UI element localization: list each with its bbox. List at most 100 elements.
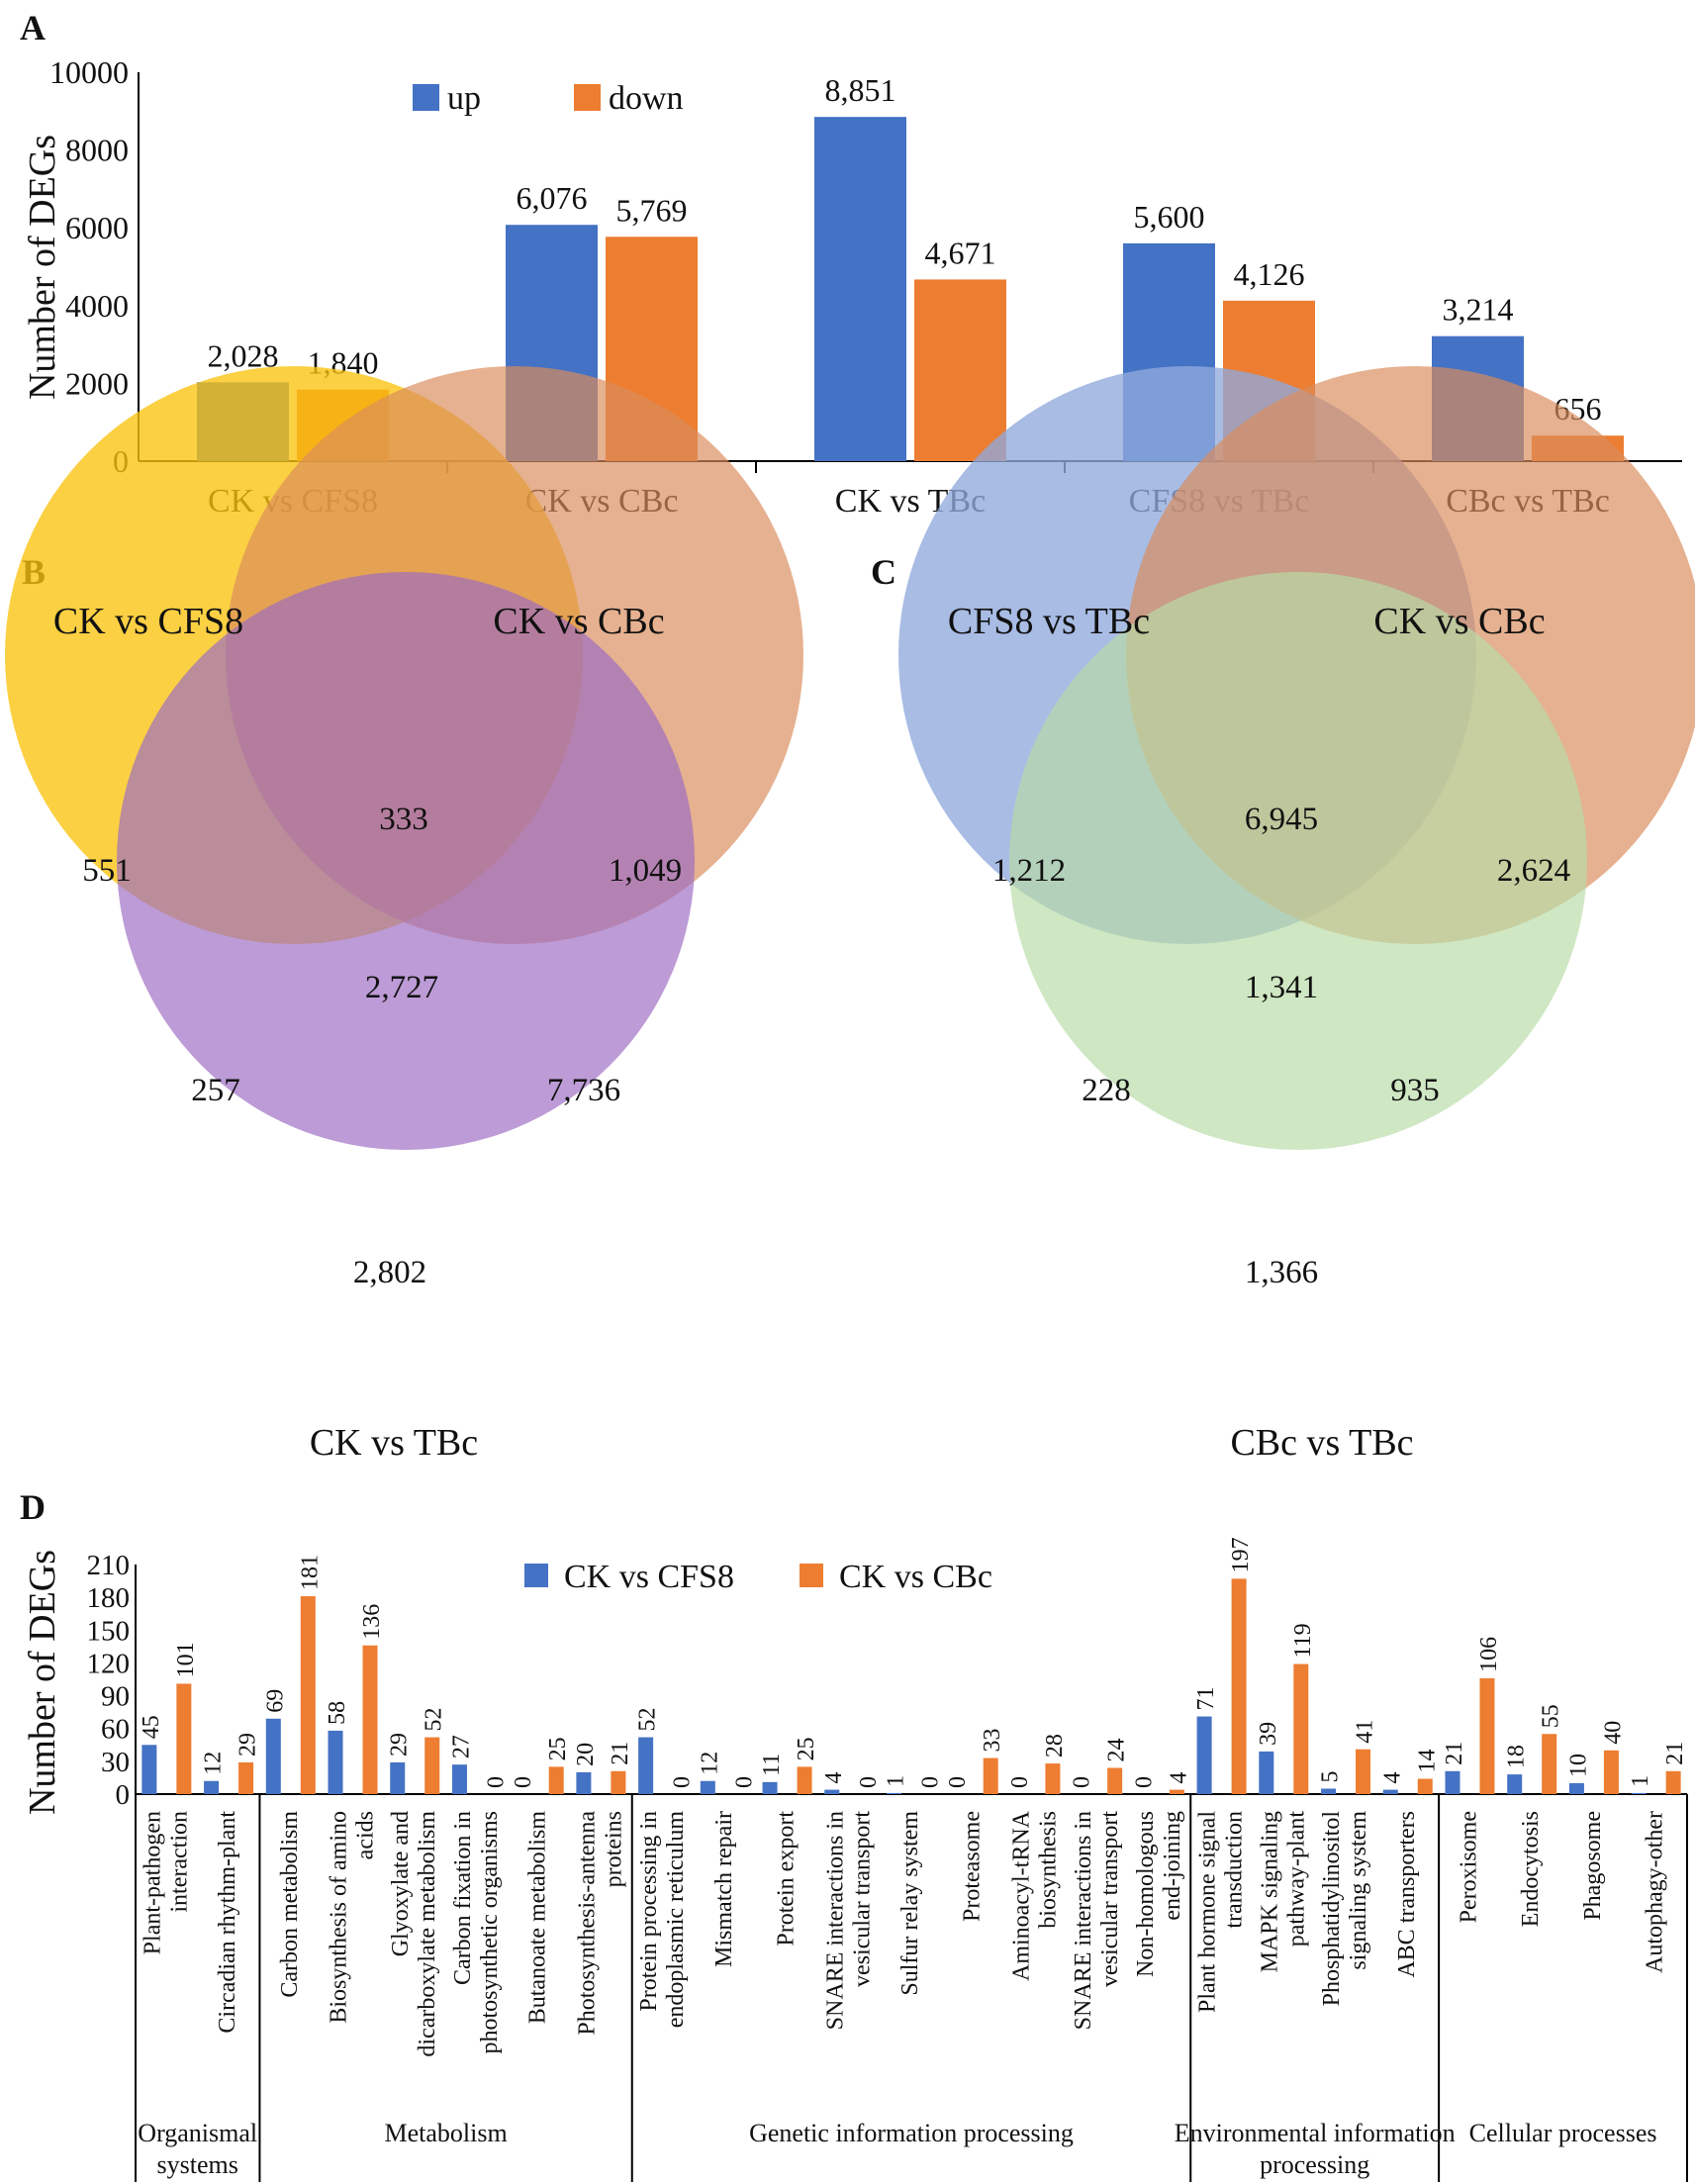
bar-ck-vs-cfs8	[265, 1718, 281, 1794]
bar-value-label: 197	[1228, 1537, 1254, 1572]
x-category-label-line: proteins	[601, 1811, 626, 1887]
bar-value-label: 45	[139, 1715, 164, 1739]
bar-ck-vs-cfs8	[638, 1737, 654, 1794]
bar-value-label: 4	[1379, 1772, 1405, 1784]
bar-value-label: 11	[759, 1754, 785, 1776]
bar-value-label: 0	[483, 1776, 509, 1788]
x-category-label: Circadian rhythm-plant	[215, 1811, 240, 2034]
y-tick-label: 4000	[65, 288, 129, 324]
legend-swatch-ck-vs-cfs8	[524, 1564, 548, 1587]
legend-label-up: up	[447, 80, 481, 117]
x-category-label-line: Butanoate metabolism	[525, 1811, 551, 2025]
x-category-label: MAPK signalingpathway-plant	[1257, 1811, 1309, 1973]
group-label: Organismal systems	[138, 2119, 257, 2179]
bar-ck-vs-cfs8	[390, 1761, 406, 1794]
venn-region-count: 1,366	[1245, 1255, 1318, 1290]
legend-label-ck-vs-cbc: CK vs CBc	[839, 1559, 992, 1595]
x-category-label: Carbon metabolism	[277, 1811, 303, 1998]
bar-value-label: 21	[1442, 1742, 1467, 1765]
bar-value-label: 5	[1318, 1770, 1344, 1782]
y-tick-label: 8000	[65, 133, 129, 168]
bar-ck-vs-cfs8	[451, 1764, 467, 1794]
x-category-label-line: Carbon metabolism	[277, 1811, 303, 1998]
bar-ck-vs-cfs8	[1382, 1789, 1398, 1794]
bar-value-label: 25	[545, 1737, 571, 1760]
venn-region-count: 551	[82, 853, 132, 889]
x-category-label-line: Endocytosis	[1518, 1811, 1544, 1927]
bar-ck-vs-cfs8	[887, 1792, 901, 1794]
x-category-label-line: Photosynthesis-antenna	[574, 1811, 600, 2036]
y-tick-label: 210	[87, 1550, 131, 1581]
bar-ck-vs-cfs8	[576, 1771, 592, 1794]
bar-ck-vs-cfs8	[762, 1781, 778, 1794]
x-category-label-line: Protein processing in	[636, 1811, 662, 2012]
x-category-label-line: Protein export	[774, 1811, 800, 1947]
x-category-label: Sulfur relay system	[897, 1811, 923, 1996]
group-label-line: Cellular processes	[1469, 2119, 1657, 2147]
bar-value-label: 27	[448, 1735, 474, 1758]
bar-value-label: 0	[1131, 1776, 1157, 1788]
group-label-line: Environmental information	[1175, 2119, 1456, 2147]
x-category-label-line: Sulfur relay system	[897, 1811, 923, 1996]
y-tick-label: 150	[87, 1615, 131, 1647]
venn-set-label: CK vs CBc	[1373, 601, 1545, 642]
x-category-label-line: Autophagy-other	[1643, 1811, 1668, 1973]
bar-value-label: 181	[297, 1555, 323, 1590]
bar-value-label: 20	[573, 1743, 599, 1766]
x-category-label-line: Circadian rhythm-plant	[215, 1811, 240, 2034]
y-tick-label: 10000	[49, 54, 129, 90]
x-category-label: Protein export	[774, 1811, 800, 1947]
y-tick-label: 2000	[65, 365, 129, 401]
x-category-label: Non-homologousend-joining	[1133, 1811, 1185, 1977]
bar-value-label: 58	[325, 1701, 350, 1725]
venn-region-count: 7,736	[547, 1073, 620, 1108]
venn-region-count: 2,802	[353, 1255, 426, 1290]
panel-label-a: A	[20, 8, 46, 47]
bar-value-label: 55	[1539, 1704, 1564, 1728]
bar-ck-vs-cbc	[797, 1766, 812, 1794]
bar-ck-vs-cfs8	[1631, 1792, 1647, 1794]
x-category-label: Peroxisome	[1456, 1811, 1481, 1923]
bar-ck-vs-cfs8	[824, 1789, 840, 1794]
bar-value-label: 52	[635, 1708, 661, 1732]
bar-value-label: 3,214	[1443, 292, 1514, 328]
x-category-label: Butanoate metabolism	[525, 1811, 551, 2025]
bar-ck-vs-cbc	[362, 1645, 378, 1794]
bar-up	[814, 117, 906, 461]
bar-value-label: 24	[1104, 1738, 1130, 1761]
legend-label-down: down	[609, 80, 684, 117]
venn-set-label: CK vs CFS8	[53, 601, 243, 642]
x-category-label: Photosynthesis-antennaproteins	[574, 1811, 626, 2036]
bar-down	[914, 279, 1006, 461]
x-category-label-line: transduction	[1222, 1811, 1248, 1929]
bar-value-label: 29	[235, 1733, 261, 1757]
x-category-label: Proteasome	[960, 1811, 986, 1922]
x-category-label-line: signaling system	[1346, 1811, 1371, 1970]
bar-ck-vs-cbc	[238, 1761, 254, 1794]
x-category-label-line: Biosynthesis of amino	[327, 1811, 352, 2024]
bar-value-label: 6,076	[517, 180, 588, 216]
bar-value-label: 136	[359, 1604, 385, 1640]
x-category-label: Glyoxylate anddicarboxylate metabolism	[388, 1811, 440, 2057]
x-category-label-line: MAPK signaling	[1257, 1811, 1282, 1972]
venn-set-label: CFS8 vs TBc	[948, 601, 1150, 642]
x-category-label: Autophagy-other	[1643, 1811, 1668, 1973]
x-category-label-line: dicarboxylate metabolism	[415, 1811, 440, 2057]
bar-value-label: 71	[1193, 1687, 1219, 1711]
y-axis-title: Number of DEGs	[22, 1550, 63, 1815]
bar-ck-vs-cbc	[1293, 1663, 1309, 1794]
bar-ck-vs-cbc	[1045, 1763, 1061, 1794]
x-category-label-line: endoplasmic reticulum	[663, 1811, 689, 2029]
bar-ck-vs-cbc	[983, 1757, 998, 1794]
bar-ck-vs-cfs8	[141, 1745, 157, 1794]
y-tick-label: 180	[87, 1582, 131, 1614]
bar-value-label: 12	[697, 1752, 722, 1775]
x-category-label-line: SNARE interactions in	[822, 1811, 848, 2030]
venn-set-label: CK vs CBc	[493, 601, 664, 642]
bar-ck-vs-cbc	[300, 1596, 316, 1794]
bar-ck-vs-cbc	[1231, 1578, 1247, 1794]
bar-value-label: 10	[1565, 1754, 1591, 1777]
bar-value-label: 0	[731, 1776, 757, 1788]
legend-swatch-down	[574, 84, 601, 111]
